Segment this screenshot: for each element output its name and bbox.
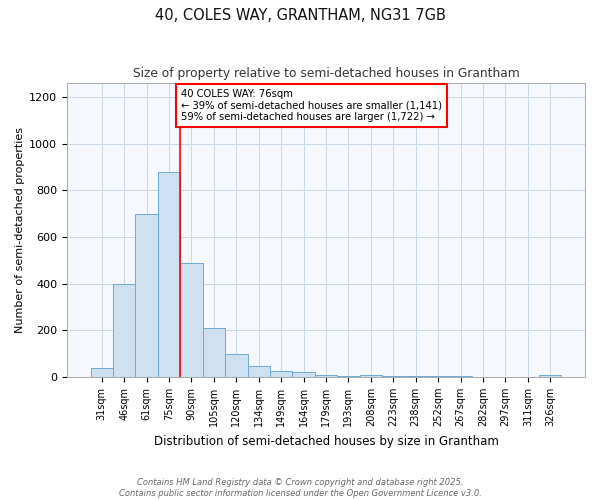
X-axis label: Distribution of semi-detached houses by size in Grantham: Distribution of semi-detached houses by … — [154, 434, 499, 448]
Bar — [315, 375, 337, 377]
Bar — [270, 371, 292, 377]
Bar — [203, 328, 225, 377]
Bar — [539, 374, 562, 377]
Bar — [337, 376, 359, 377]
Bar — [113, 284, 136, 377]
Bar — [359, 374, 382, 377]
Bar — [248, 366, 270, 377]
Bar — [382, 376, 404, 377]
Y-axis label: Number of semi-detached properties: Number of semi-detached properties — [15, 127, 25, 333]
Title: Size of property relative to semi-detached houses in Grantham: Size of property relative to semi-detach… — [133, 68, 520, 80]
Bar — [158, 172, 180, 377]
Text: 40 COLES WAY: 76sqm
← 39% of semi-detached houses are smaller (1,141)
59% of sem: 40 COLES WAY: 76sqm ← 39% of semi-detach… — [181, 89, 442, 122]
Bar — [225, 354, 248, 377]
Bar — [136, 214, 158, 377]
Text: 40, COLES WAY, GRANTHAM, NG31 7GB: 40, COLES WAY, GRANTHAM, NG31 7GB — [155, 8, 445, 22]
Text: Contains HM Land Registry data © Crown copyright and database right 2025.
Contai: Contains HM Land Registry data © Crown c… — [119, 478, 481, 498]
Bar — [91, 368, 113, 377]
Bar — [180, 262, 203, 377]
Bar — [292, 372, 315, 377]
